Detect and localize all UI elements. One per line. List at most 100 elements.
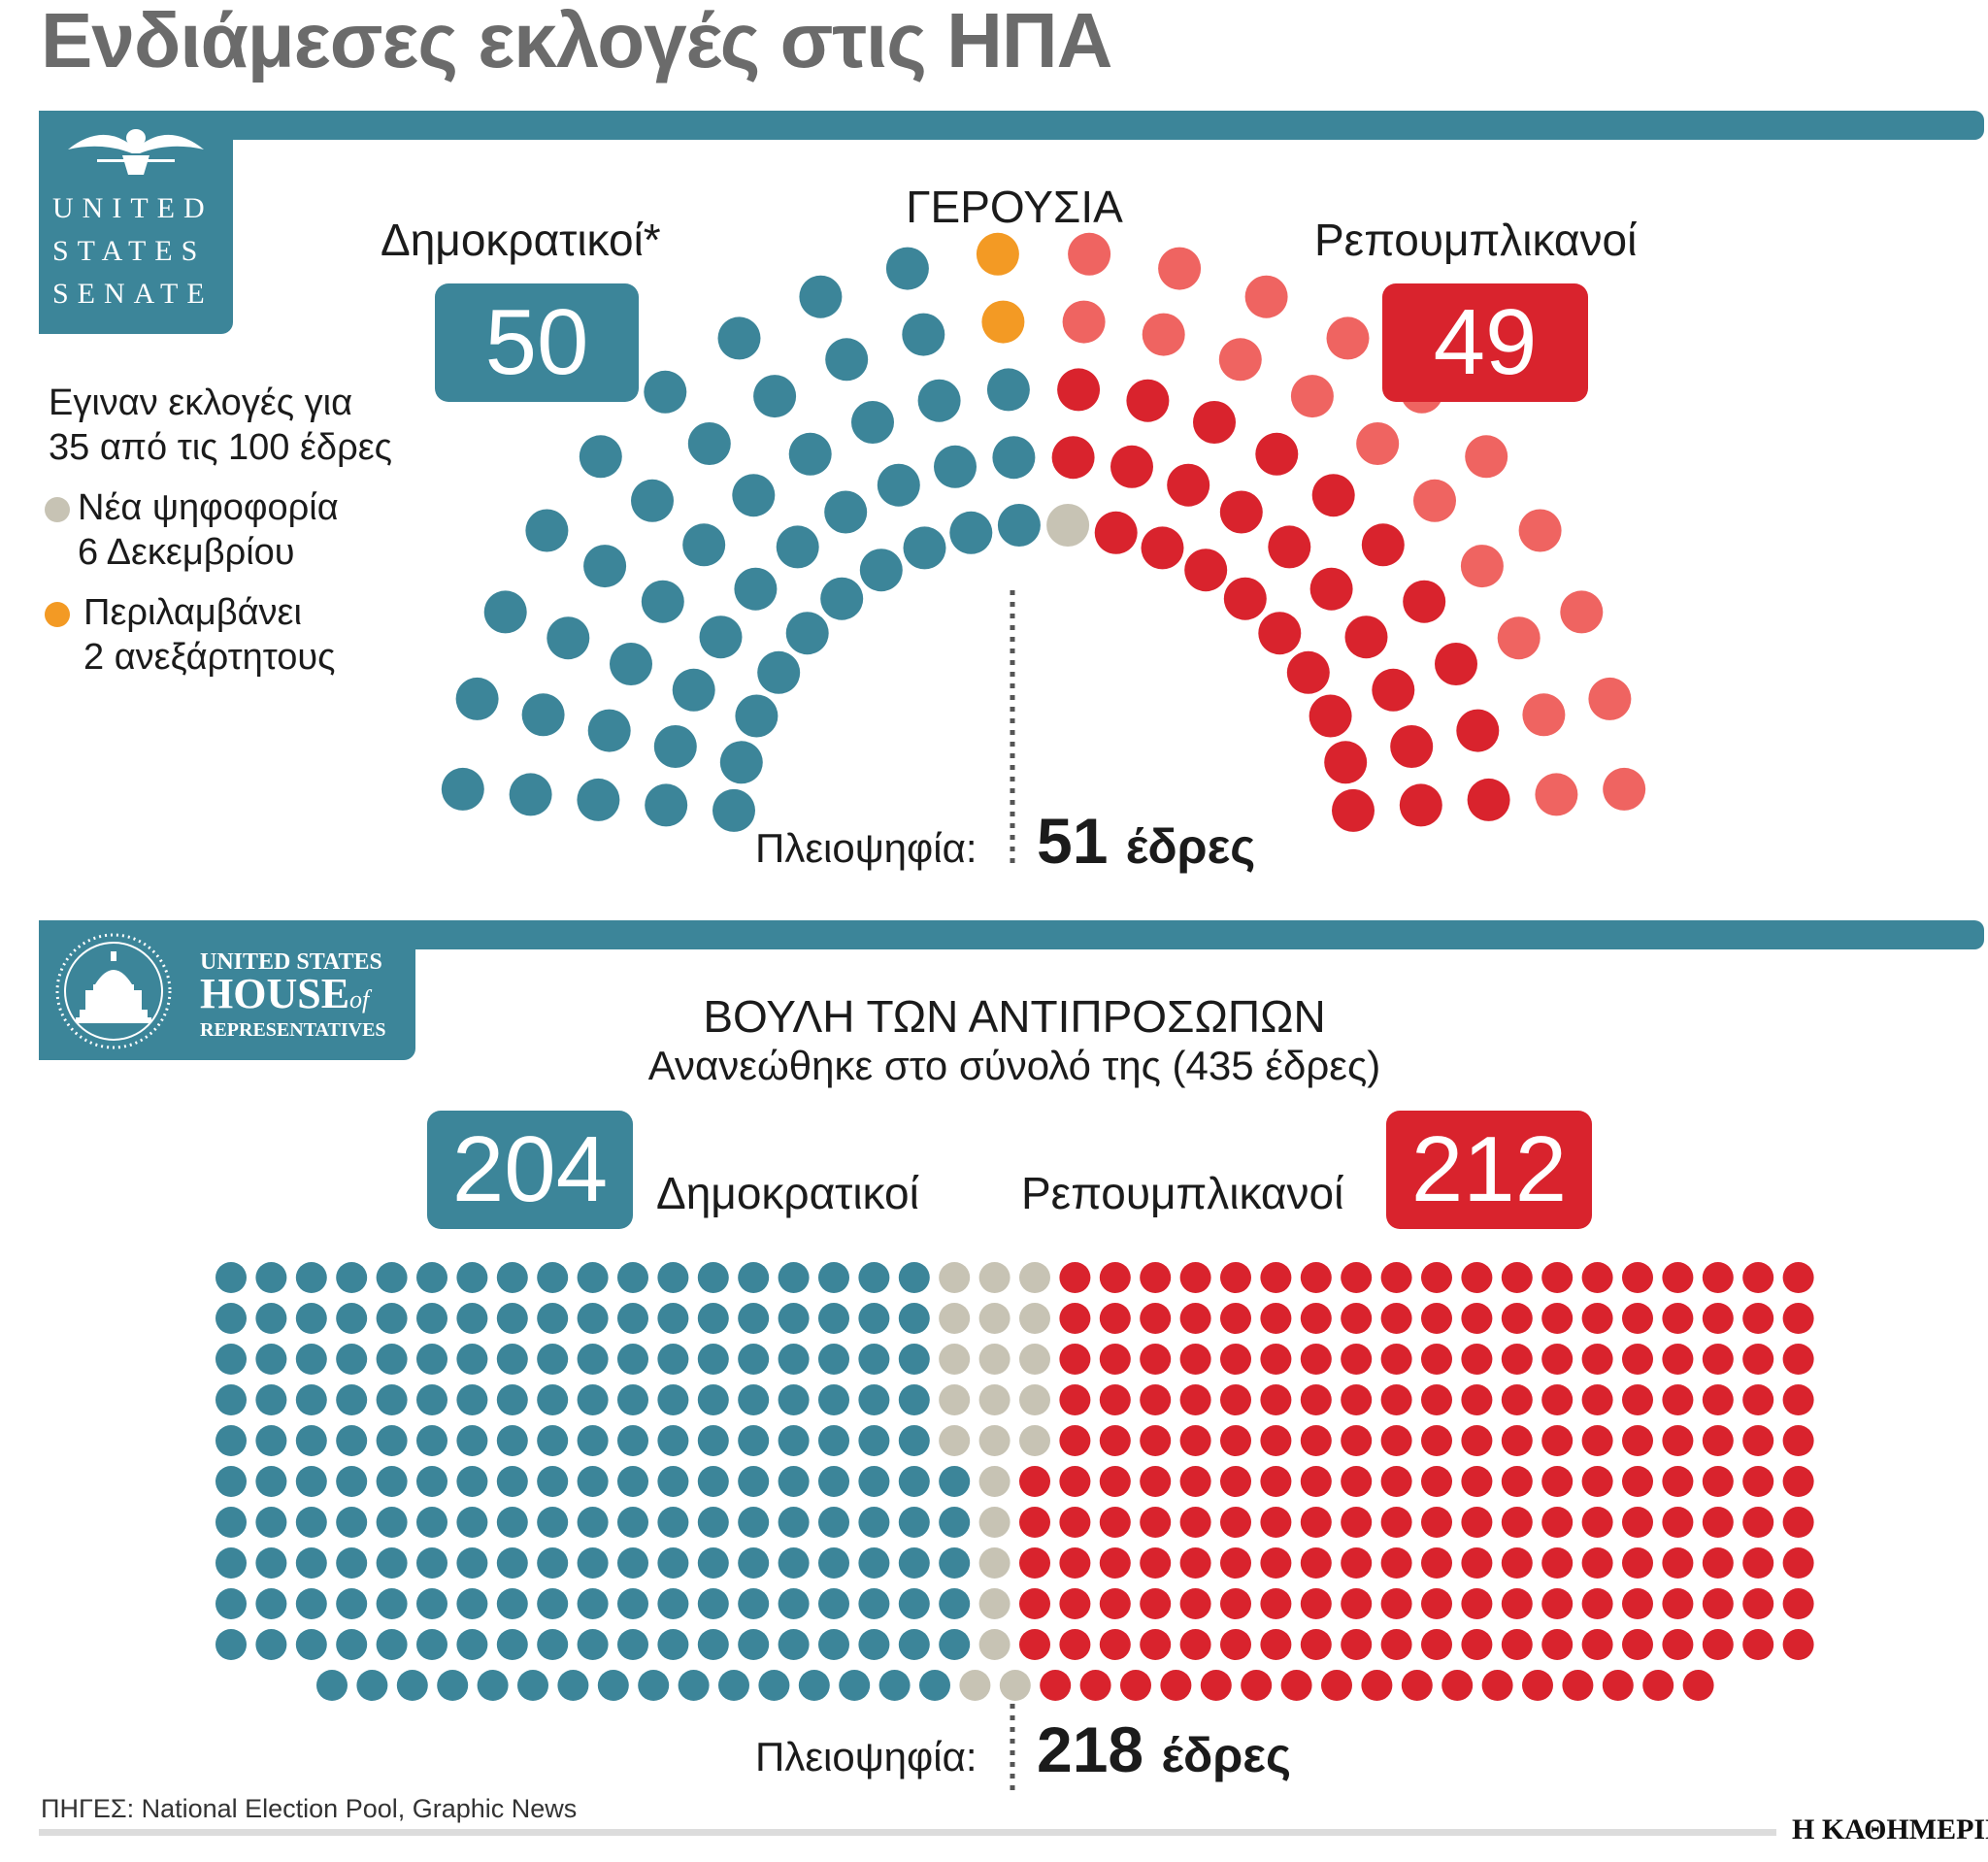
- senate-seat-dem: [719, 741, 763, 784]
- house-seat-dem: [898, 1507, 930, 1538]
- house-seat-dem: [255, 1466, 287, 1497]
- senate-seat-rep: [1218, 338, 1262, 382]
- house-seat-rep: [1782, 1588, 1814, 1619]
- house-seat-dem: [858, 1303, 890, 1334]
- house-seat-rep: [1321, 1670, 1352, 1701]
- house-seat-rep: [1622, 1547, 1653, 1579]
- house-seat-rep: [1260, 1384, 1292, 1415]
- house-seat-rep: [1099, 1466, 1131, 1497]
- senate-seat-rep: [1332, 788, 1375, 832]
- house-seat-rep: [1421, 1547, 1452, 1579]
- senate-seat-dem: [687, 422, 731, 465]
- senate-seat-rep: [1268, 525, 1311, 569]
- house-seat-dem: [858, 1466, 890, 1497]
- house-seat-rep: [1541, 1425, 1574, 1456]
- house-seat-rep: [1702, 1466, 1734, 1497]
- house-seat-dem: [657, 1588, 689, 1619]
- house-seat-rep: [1260, 1629, 1292, 1660]
- senate-seat-dem: [525, 509, 569, 552]
- house-seat-rep: [1581, 1507, 1613, 1538]
- house-seat-dem: [537, 1507, 569, 1538]
- house-seat-dem: [376, 1629, 408, 1660]
- house-seat-dem: [617, 1303, 648, 1334]
- senate-seat-dem: [641, 580, 684, 623]
- legend-runoff-line-1: Νέα ψηφοφορία: [78, 487, 339, 528]
- house-seat-dem: [697, 1466, 729, 1497]
- house-seat-rep: [1702, 1547, 1734, 1579]
- house-seat-dem: [939, 1629, 971, 1660]
- house-seat-rep: [1501, 1384, 1533, 1415]
- house-seat-dem: [295, 1507, 327, 1538]
- house-seat-rep: [1260, 1425, 1292, 1456]
- senate-seat-rep: [1465, 435, 1508, 479]
- senate-seat-dem: [455, 677, 499, 720]
- house-seat-rep: [1179, 1262, 1211, 1293]
- house-seat-dem: [577, 1629, 609, 1660]
- house-seat-rep: [1742, 1466, 1774, 1497]
- senate-seat-dem: [986, 368, 1030, 412]
- senate-seat-runoff: [1046, 504, 1090, 547]
- house-seat-rep: [1622, 1507, 1653, 1538]
- house-seat-dem: [577, 1262, 609, 1293]
- house-seat-rep: [1099, 1588, 1131, 1619]
- house-seat-dem: [577, 1588, 609, 1619]
- house-seat-dem: [617, 1344, 648, 1375]
- senate-seat-dem: [785, 612, 829, 655]
- house-seat-rep: [1742, 1588, 1774, 1619]
- house-seat-dem: [456, 1303, 488, 1334]
- house-seat-dem: [697, 1629, 729, 1660]
- house-logo-line-1: UNITED STATES: [200, 949, 382, 975]
- house-seat-dem: [496, 1588, 528, 1619]
- senate-seat-dem: [717, 316, 761, 360]
- house-seat-rep: [1179, 1466, 1211, 1497]
- footer-rule: [39, 1829, 1776, 1836]
- house-seat-dem: [617, 1466, 648, 1497]
- house-seat-rep: [1782, 1384, 1814, 1415]
- house-seat-dem: [697, 1344, 729, 1375]
- house-seat-dem: [376, 1262, 408, 1293]
- house-seat-rep: [1300, 1466, 1332, 1497]
- senate-seat-dem: [610, 643, 652, 685]
- house-seat-rep: [1341, 1384, 1373, 1415]
- house-seat-dem: [738, 1547, 770, 1579]
- senate-seat-rep: [1324, 741, 1368, 784]
- house-seat-rep: [1702, 1303, 1734, 1334]
- senate-seat-rep: [1167, 463, 1210, 507]
- house-seat-undecided: [978, 1507, 1011, 1538]
- house-seat-rep: [1581, 1384, 1613, 1415]
- house-seat-rep: [1220, 1425, 1251, 1456]
- house-seat-dem: [697, 1384, 729, 1415]
- senate-seat-rep: [1255, 432, 1299, 476]
- senate-seat-dem: [934, 445, 977, 488]
- senate-seat-rep: [1399, 783, 1442, 827]
- house-rep-label: Ρεπουμπλικανοί: [1021, 1168, 1344, 1218]
- senate-rule: [39, 111, 1984, 140]
- house-seat-rep: [1421, 1303, 1452, 1334]
- house-seat-dem: [295, 1344, 327, 1375]
- house-seat-rep: [1501, 1303, 1533, 1334]
- house-seat-rep: [1099, 1344, 1131, 1375]
- house-seat-rep: [1079, 1670, 1111, 1701]
- house-seat-rep: [1461, 1262, 1493, 1293]
- house-seat-rep: [1541, 1344, 1574, 1375]
- house-seat-dem: [697, 1425, 729, 1456]
- house-seat-dem: [537, 1466, 569, 1497]
- house-seat-dem: [416, 1466, 447, 1497]
- house-seat-dem: [376, 1507, 408, 1538]
- senate-seat-dem: [547, 616, 590, 660]
- house-seat-dem: [215, 1629, 247, 1660]
- house-seat-rep: [1421, 1262, 1452, 1293]
- house-logo-of: of: [349, 985, 370, 1014]
- house-seat-dem: [336, 1384, 368, 1415]
- house-seat-rep: [1099, 1547, 1131, 1579]
- house-seat-rep: [1241, 1670, 1273, 1701]
- house-seat-rep: [1380, 1466, 1412, 1497]
- house-seat-dem: [215, 1303, 247, 1334]
- senate-seat-rep: [1068, 232, 1111, 276]
- house-seat-dem: [456, 1547, 488, 1579]
- house-seat-rep: [1059, 1425, 1091, 1456]
- house-seat-undecided: [978, 1262, 1011, 1293]
- house-seat-rep: [1380, 1547, 1412, 1579]
- house-seat-dem: [537, 1588, 569, 1619]
- house-seat-rep: [1421, 1507, 1452, 1538]
